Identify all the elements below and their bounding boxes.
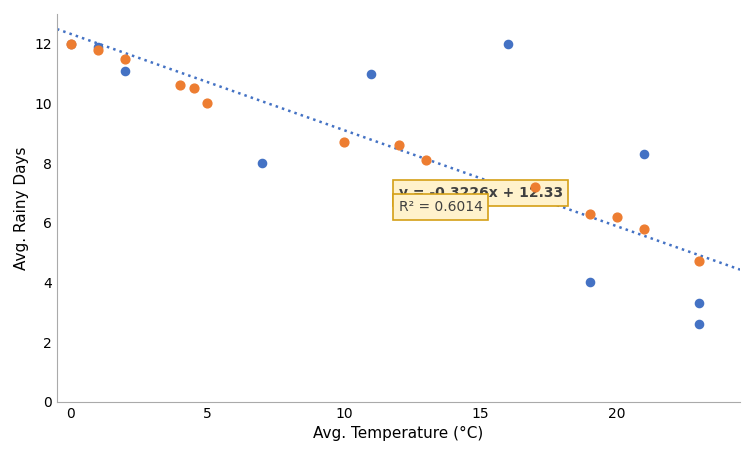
Point — [188, 85, 200, 92]
Point — [420, 157, 432, 164]
Point — [201, 100, 213, 107]
Point — [393, 142, 405, 149]
Point — [529, 183, 541, 191]
Point — [502, 40, 514, 47]
Point — [393, 195, 405, 202]
Text: y = -0.3226x + 12.33: y = -0.3226x + 12.33 — [399, 186, 562, 200]
X-axis label: Avg. Temperature (°C): Avg. Temperature (°C) — [314, 426, 483, 441]
Point — [693, 299, 705, 307]
Text: R² = 0.6014: R² = 0.6014 — [399, 200, 483, 214]
Point — [693, 258, 705, 265]
Point — [256, 159, 268, 167]
Point — [611, 213, 623, 220]
Point — [693, 320, 705, 328]
Point — [92, 43, 104, 51]
Point — [119, 67, 131, 74]
Point — [639, 151, 651, 158]
Point — [338, 138, 350, 146]
Point — [65, 40, 77, 47]
Point — [639, 225, 651, 233]
Point — [65, 40, 77, 47]
Point — [92, 46, 104, 53]
Point — [174, 82, 186, 89]
Point — [365, 70, 377, 77]
Point — [119, 55, 131, 62]
Point — [584, 279, 596, 286]
Point — [584, 210, 596, 217]
Y-axis label: Avg. Rainy Days: Avg. Rainy Days — [14, 146, 29, 269]
